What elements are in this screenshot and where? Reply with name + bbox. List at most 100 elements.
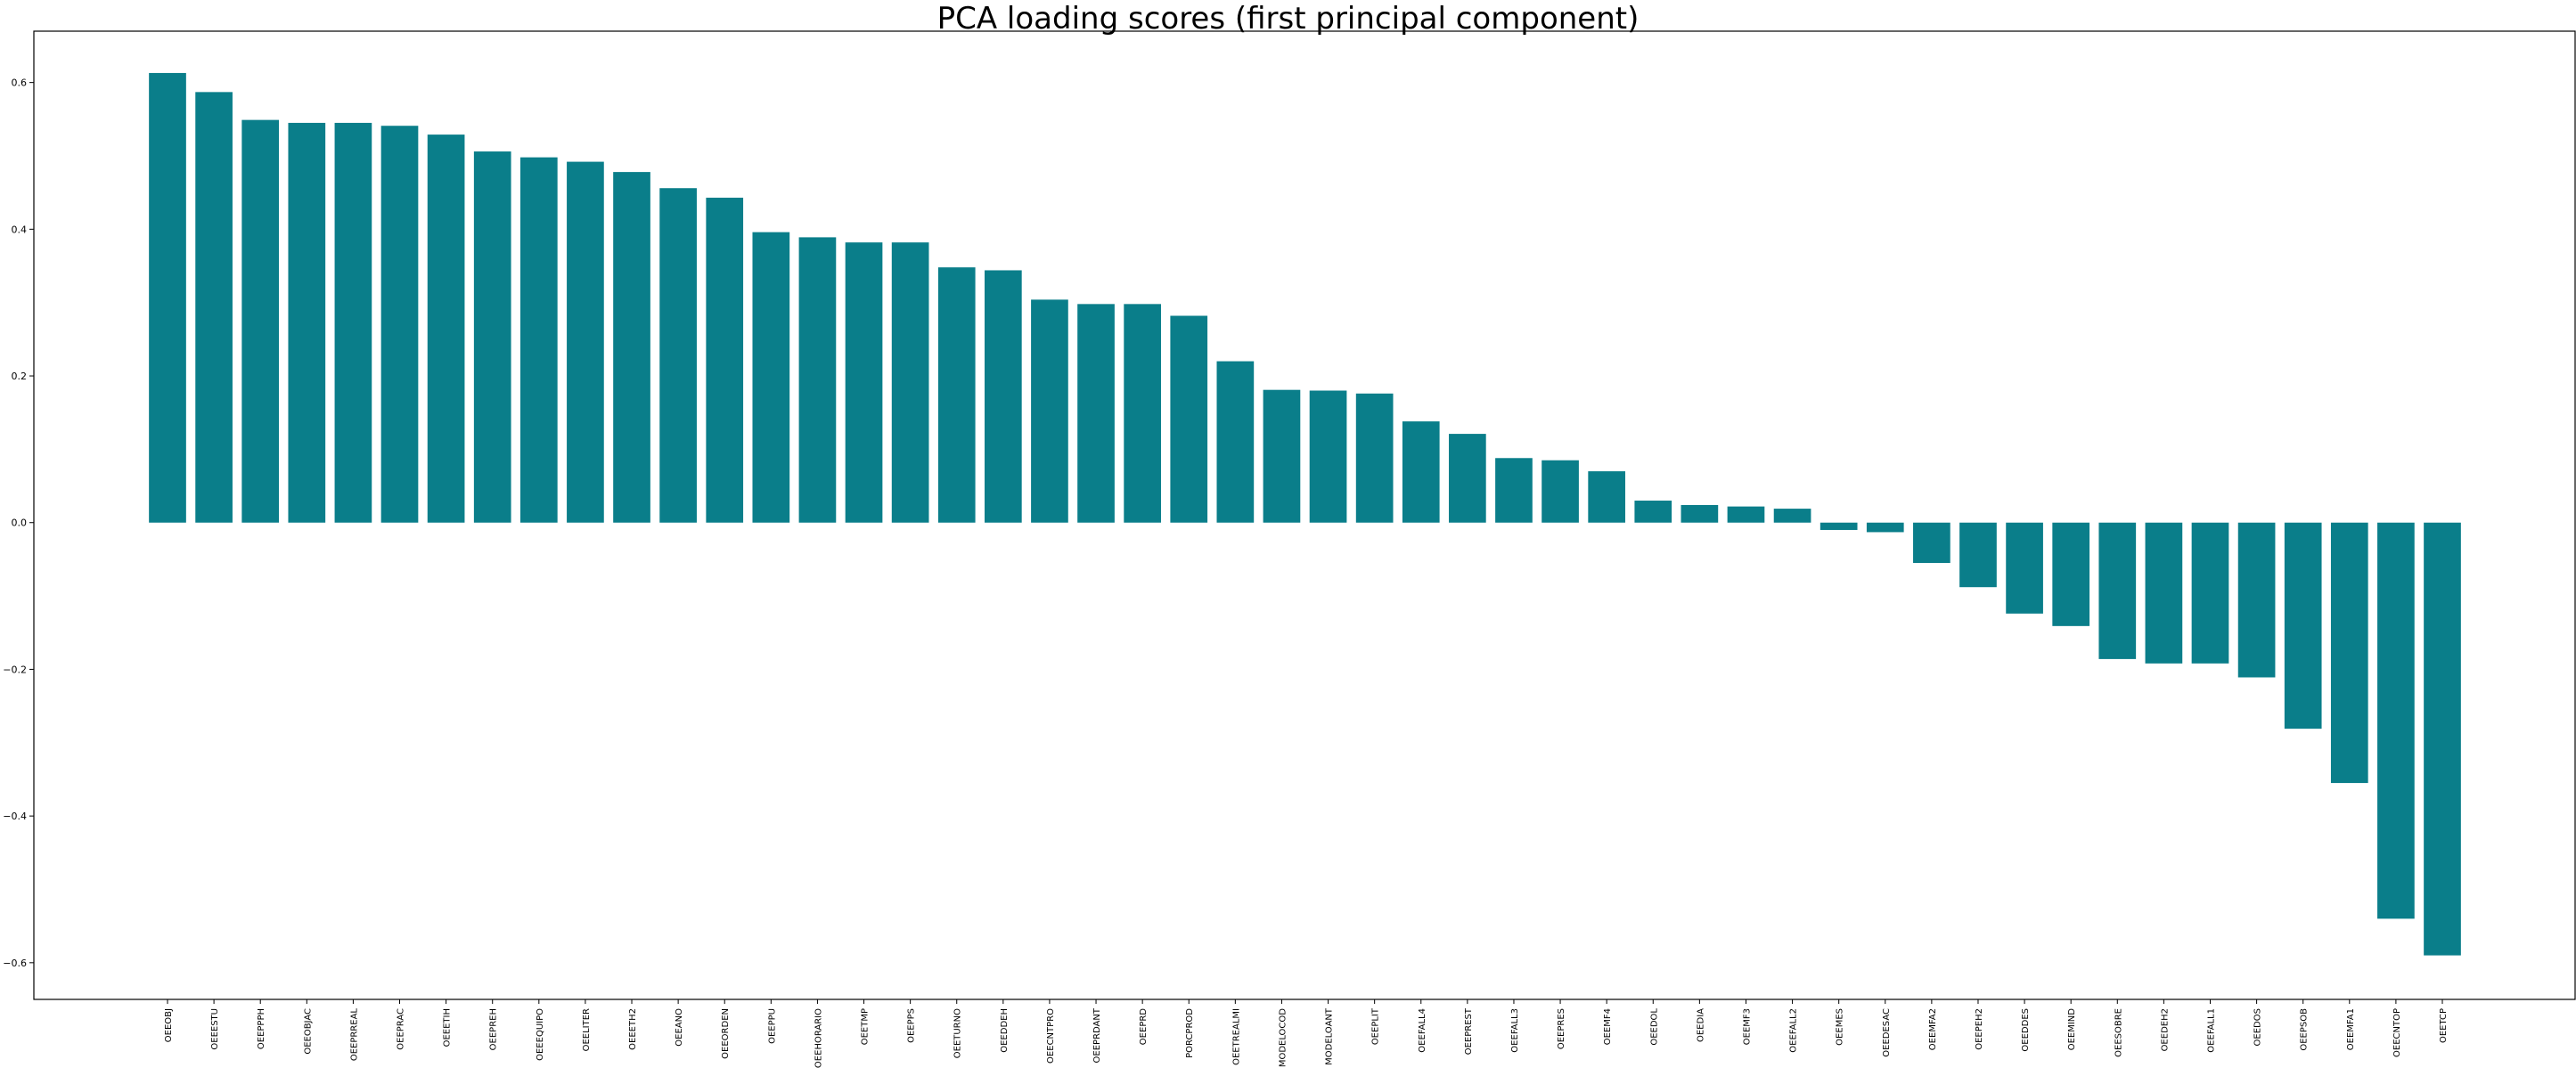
bar-oeedia bbox=[1681, 504, 1719, 523]
x-tick-label: OEEFALL1 bbox=[2206, 1008, 2216, 1053]
bar-oeetcp bbox=[2424, 522, 2461, 956]
bar-porcprod bbox=[1170, 315, 1208, 523]
y-tick-label: 0.6 bbox=[12, 77, 28, 89]
x-tick-label: OEEPRES bbox=[1557, 1008, 1566, 1049]
x-tick-label: OEEMFA2 bbox=[1928, 1008, 1938, 1050]
bar-oeemfa1 bbox=[2330, 522, 2368, 784]
x-tick-label: OEEPRREAL bbox=[349, 1008, 359, 1062]
x-tick-label: OEEPLIT bbox=[1371, 1007, 1381, 1045]
bar-oeeorden bbox=[706, 197, 744, 523]
bar-oeeprd bbox=[1124, 304, 1161, 523]
x-tick-label: OEECNTPRO bbox=[1046, 1008, 1056, 1064]
x-tick-label: OEEPREST bbox=[1464, 1007, 1474, 1055]
bar-oeeobj bbox=[149, 72, 186, 523]
bar-oeeppu bbox=[752, 232, 790, 523]
bar-oeeprest bbox=[1449, 434, 1486, 523]
y-tick-label: −0.4 bbox=[3, 811, 27, 822]
bar-oeeobjac bbox=[288, 122, 326, 523]
bar-oeepsob bbox=[2284, 522, 2322, 730]
x-tick-label: OEEOBJ bbox=[164, 1008, 174, 1042]
bar-oeehorario bbox=[798, 237, 837, 523]
x-tick-label: OEEHORARIO bbox=[814, 1008, 823, 1068]
x-tick-label: OEEPREH bbox=[489, 1008, 499, 1050]
bar-oeemf4 bbox=[1588, 471, 1626, 523]
bar-oeepres bbox=[1542, 460, 1579, 523]
x-tick-label: OEETCP bbox=[2439, 1008, 2449, 1043]
x-tick-label: OEEDIA bbox=[1696, 1008, 1705, 1042]
x-tick-label: OEEDESAC bbox=[1882, 1008, 1892, 1057]
bar-oeeprreal bbox=[334, 122, 372, 523]
x-tick-label: OEEPEH2 bbox=[1975, 1008, 1984, 1050]
x-tick-label: OEEFALL4 bbox=[1418, 1008, 1427, 1053]
x-tick-label: PORCPROD bbox=[1185, 1008, 1195, 1058]
bar-oeeprdant bbox=[1077, 304, 1115, 523]
bar-oeedesac bbox=[1866, 522, 1904, 533]
x-tick-label: OEEPRAC bbox=[397, 1008, 406, 1050]
bar-oeefall2 bbox=[1773, 509, 1811, 523]
bar-oeeano bbox=[659, 188, 697, 523]
bar-oeeddes bbox=[2006, 522, 2043, 614]
bar-oeeprac bbox=[380, 126, 419, 523]
x-tick-label: OEECNTOP bbox=[2392, 1008, 2402, 1057]
bar-oeecntpro bbox=[1031, 299, 1068, 523]
x-tick-label: MODELOCOD bbox=[1278, 1008, 1288, 1067]
bar-modeloant bbox=[1309, 390, 1347, 523]
bar-oeecntop bbox=[2377, 522, 2415, 919]
x-tick-label: OEEDOL bbox=[1649, 1008, 1659, 1046]
x-tick-label: OEEPPU bbox=[767, 1008, 777, 1044]
y-tick-label: −0.6 bbox=[3, 958, 27, 969]
bar-oeepeh2 bbox=[1959, 522, 1997, 588]
bar-oeeequipo bbox=[519, 157, 558, 523]
x-tick-label: OEEPRDANT bbox=[1092, 1007, 1102, 1063]
x-tick-label: OEEMIND bbox=[2067, 1008, 2077, 1051]
x-tick-label: OEEDOS bbox=[2253, 1008, 2263, 1046]
x-tick-label: OEEMES bbox=[1836, 1008, 1845, 1046]
bar-oeedol bbox=[1634, 501, 1672, 523]
x-tick-label: OEETMP bbox=[861, 1008, 871, 1045]
bar-oeeliter bbox=[567, 161, 604, 523]
x-tick-label: OEEANO bbox=[675, 1008, 684, 1047]
bar-oeetmp bbox=[845, 242, 883, 523]
x-tick-label: OEEESTU bbox=[210, 1008, 220, 1050]
bar-oeefall3 bbox=[1495, 458, 1533, 523]
x-tick-label: OEEFALL2 bbox=[1789, 1008, 1799, 1053]
x-tick-label: OEEFALL3 bbox=[1510, 1008, 1520, 1053]
x-tick-label: OEESOBRE bbox=[2114, 1008, 2123, 1057]
x-tick-label: OEEPPS bbox=[907, 1008, 917, 1043]
bar-oeefall4 bbox=[1402, 421, 1440, 523]
x-tick-label: MODELOANT bbox=[1325, 1007, 1335, 1065]
axes-frame bbox=[33, 30, 2576, 1000]
bar-oeedos bbox=[2237, 522, 2276, 678]
chart-title: PCA loading scores (first principal comp… bbox=[936, 1, 1640, 37]
x-tick-label: OEEDDES bbox=[2021, 1008, 2031, 1052]
x-tick-label: OEEPPPH bbox=[257, 1008, 266, 1049]
x-tick-label: OEEMF3 bbox=[1742, 1008, 1752, 1045]
x-tick-label: OEEPSOB bbox=[2300, 1008, 2310, 1051]
y-axis: −0.6 −0.4 −0.2 0.0 0.2 0.4 0.6 bbox=[3, 77, 34, 969]
bar-oeemf3 bbox=[1727, 506, 1765, 523]
bar-oeedeh2 bbox=[2145, 522, 2183, 664]
bar-oeeppph bbox=[241, 119, 280, 523]
bar-oeeetih bbox=[427, 134, 465, 523]
x-tick-label: OEELITER bbox=[582, 1008, 592, 1051]
bar-oeeturno bbox=[937, 267, 976, 523]
y-tick-label: 0.4 bbox=[12, 224, 28, 235]
bar-oeemes bbox=[1820, 522, 1858, 530]
bar-oeeeth2 bbox=[613, 172, 650, 523]
x-tick-label: OEEORDEN bbox=[721, 1008, 731, 1059]
bar-oeetrealmi bbox=[1216, 361, 1255, 523]
bar-oeepps bbox=[891, 242, 929, 523]
bar-oeeplit bbox=[1355, 393, 1394, 523]
x-tick-label: OEEDEH2 bbox=[2160, 1008, 2170, 1051]
bar-oeemfa2 bbox=[1913, 522, 1950, 564]
x-tick-label: OEEDDEH bbox=[1000, 1008, 1010, 1053]
x-tick-label: OEETREALMI bbox=[1231, 1008, 1241, 1065]
x-tick-label: OEEPRD bbox=[1139, 1008, 1149, 1045]
bar-oeeestu bbox=[195, 92, 233, 523]
bar-modelocod bbox=[1263, 389, 1301, 523]
x-tick-label: OEEETH2 bbox=[628, 1008, 638, 1050]
bar-oeefall1 bbox=[2191, 522, 2229, 664]
bars bbox=[149, 72, 2461, 956]
